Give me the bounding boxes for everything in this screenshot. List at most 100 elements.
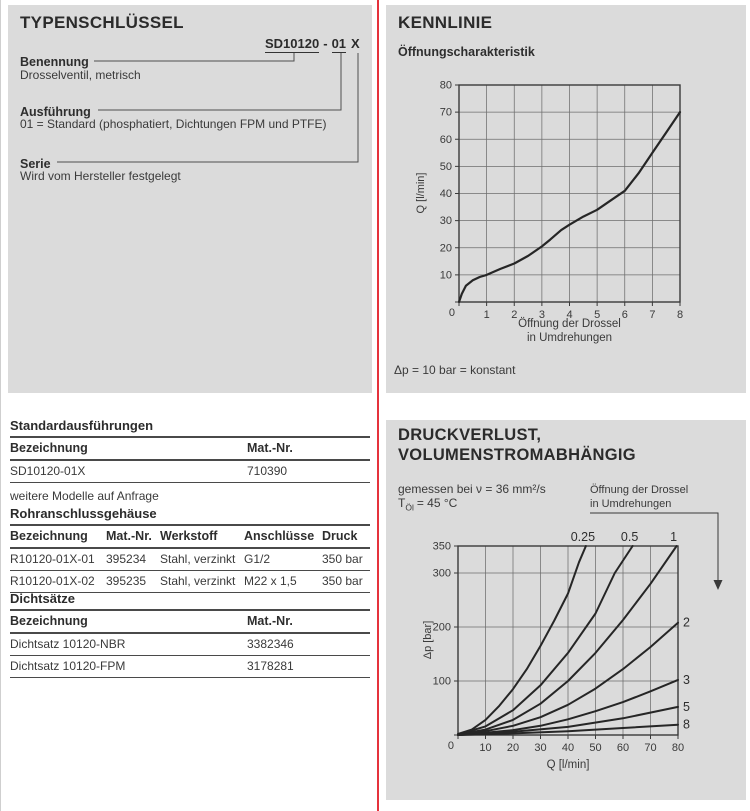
curve-label-1: 1 xyxy=(670,530,677,544)
curve-label-legend-line1: Öffnung der Drossel xyxy=(590,484,689,496)
svg-text:30: 30 xyxy=(534,742,546,754)
svg-text:3: 3 xyxy=(539,309,545,321)
cell: 3382346 xyxy=(247,633,370,656)
typenschluessel-section: TYPENSCHLÜSSEL SD10120-01 X Benennung Dro… xyxy=(8,5,372,393)
curve-1 xyxy=(457,545,678,736)
serie-label: Serie xyxy=(20,157,51,171)
svg-text:300: 300 xyxy=(433,568,451,580)
curve-Q xyxy=(457,110,682,304)
kennlinie-title: KENNLINIE xyxy=(398,13,493,32)
svg-text:0: 0 xyxy=(448,740,454,752)
chart1-x-axis-label-line1: Öffnung der Drossel xyxy=(518,318,621,330)
type-code-connector-lines xyxy=(57,52,359,163)
chart1-x-axis-label-line2: in Umdrehungen xyxy=(526,332,613,344)
curve-label-legend-line2: in Umdrehungen xyxy=(590,497,672,510)
curve-label-0.5: 0.5 xyxy=(621,530,638,544)
svg-text:20: 20 xyxy=(507,742,519,754)
curve-8 xyxy=(457,723,679,736)
cell: 710390 xyxy=(247,460,370,483)
druckverlust-title-line1: DRUCKVERLUST, xyxy=(398,426,542,444)
opening-characteristic-chart: 1 2 3 4 5 6 7 8 10 20 30 40 50 60 70 80 0 xyxy=(440,80,683,322)
svg-text:4: 4 xyxy=(566,309,572,321)
kennlinie-subtitle: Öffnungscharakteristik xyxy=(398,45,535,59)
curve-label-3: 3 xyxy=(683,673,690,687)
column-header: Mat.-Nr. xyxy=(247,611,370,634)
chart2-x-axis-label: Q [l/min] xyxy=(546,759,590,771)
rohranschluss-table-title: Rohranschlussgehäuse xyxy=(10,506,370,526)
svg-text:80: 80 xyxy=(672,742,684,754)
pointer-line xyxy=(590,512,719,581)
kennlinie-section: KENNLINIE Öffnungscharakteristik 1 2 3 4 5 6 7… xyxy=(386,5,746,393)
curve-label-8: 8 xyxy=(683,718,690,732)
cell: 395235 xyxy=(106,570,160,593)
svg-text:50: 50 xyxy=(440,161,452,173)
svg-text:50: 50 xyxy=(589,742,601,754)
table-row: R10120-01X-02 395235 Stahl, verzinkt M22… xyxy=(10,570,370,593)
table-row: Dichtsatz 10120-NBR 3382346 xyxy=(10,633,370,656)
curve-5 xyxy=(457,705,679,736)
temp-value: = 45 °C xyxy=(416,496,458,510)
table-row: Dichtsatz 10120-FPM 3178281 xyxy=(10,655,370,678)
svg-text:1: 1 xyxy=(484,309,490,321)
cell: 3178281 xyxy=(247,655,370,678)
chart1-y-axis-label: Q [l/min] xyxy=(415,172,427,214)
type-code-serie: X xyxy=(351,36,360,51)
serie-text: Wird vom Hersteller festgelegt xyxy=(20,169,181,183)
dichtsaetze-table: Bezeichnung Mat.-Nr. Dichtsatz 10120-NBR… xyxy=(10,611,370,678)
column-header: Mat.-Nr. xyxy=(106,526,160,549)
measurement-condition-temperature: TÖl = 45 °C xyxy=(398,496,457,512)
svg-text:5: 5 xyxy=(594,309,600,321)
svg-text:40: 40 xyxy=(562,742,574,754)
connector-serie xyxy=(57,53,359,163)
svg-text:10: 10 xyxy=(479,742,491,754)
connector-benennung xyxy=(94,52,295,62)
cell: SD10120-01X xyxy=(10,460,247,483)
cell: Dichtsatz 10120-NBR xyxy=(10,633,247,656)
svg-text:70: 70 xyxy=(440,107,452,119)
cell: R10120-01X-02 xyxy=(10,570,106,593)
column-header: Anschlüsse xyxy=(244,526,322,549)
svg-text:60: 60 xyxy=(440,134,452,146)
cell: R10120-01X-01 xyxy=(10,548,106,571)
curve-0.5 xyxy=(457,545,634,736)
curve-2 xyxy=(457,621,679,736)
rohranschluss-table-block: Rohranschlussgehäuse Bezeichnung Mat.-Nr… xyxy=(10,506,370,593)
curve-label-0.25: 0.25 xyxy=(571,530,595,544)
delta-p-note: Δp = 10 bar = konstant xyxy=(394,363,516,377)
standard-table: Bezeichnung Mat.-Nr. SD10120-01X 710390 xyxy=(10,438,370,483)
column-header: Bezeichnung xyxy=(10,611,247,634)
druckverlust-title-line2: VOLUMENSTROMABHÄNGIG xyxy=(398,446,636,464)
curve-label-2: 2 xyxy=(683,616,690,630)
type-code-base: SD10120 xyxy=(265,36,320,53)
column-header: Bezeichnung xyxy=(10,526,106,549)
typenschluessel-title: TYPENSCHLÜSSEL xyxy=(20,13,184,32)
rohranschluss-table: Bezeichnung Mat.-Nr. Werkstoff Anschlüss… xyxy=(10,526,370,593)
svg-text:60: 60 xyxy=(617,742,629,754)
svg-text:6: 6 xyxy=(622,309,628,321)
standard-table-block: Standardausführungen Bezeichnung Mat.-Nr… xyxy=(10,418,370,503)
down-arrow-icon xyxy=(713,580,723,590)
cell: Stahl, verzinkt xyxy=(160,570,244,593)
pressure-loss-chart: 10 20 30 40 50 60 70 80 100 200 300 350 0 0.25 0.5 1 2 3 5… xyxy=(433,530,690,754)
type-code-ausfuehrung: 01 xyxy=(331,36,347,53)
standard-table-title: Standardausführungen xyxy=(10,418,370,438)
column-divider-line xyxy=(377,0,379,811)
ausfuehrung-label: Ausführung xyxy=(20,105,91,119)
druckverlust-section: DRUCKVERLUST, VOLUMENSTROMABHÄNGIG gemes… xyxy=(386,420,746,800)
column-header: Mat.-Nr. xyxy=(247,438,370,461)
table-row: SD10120-01X 710390 xyxy=(10,460,370,483)
legend-pointer-arrow xyxy=(590,512,723,590)
column-header: Bezeichnung xyxy=(10,438,247,461)
cell: M22 x 1,5 xyxy=(244,570,322,593)
column-header: Druck xyxy=(322,526,370,549)
type-code: SD10120-01 X xyxy=(265,36,360,53)
temp-subscript: Öl xyxy=(405,502,414,513)
svg-text:30: 30 xyxy=(440,215,452,227)
curve-label-5: 5 xyxy=(683,700,690,714)
benennung-label: Benennung xyxy=(20,55,89,69)
svg-text:2: 2 xyxy=(511,309,517,321)
measurement-condition-viscosity: gemessen bei ν = 36 mm²/s xyxy=(398,482,546,496)
curve-0.25 xyxy=(457,545,587,735)
cell: 350 bar xyxy=(322,570,370,593)
